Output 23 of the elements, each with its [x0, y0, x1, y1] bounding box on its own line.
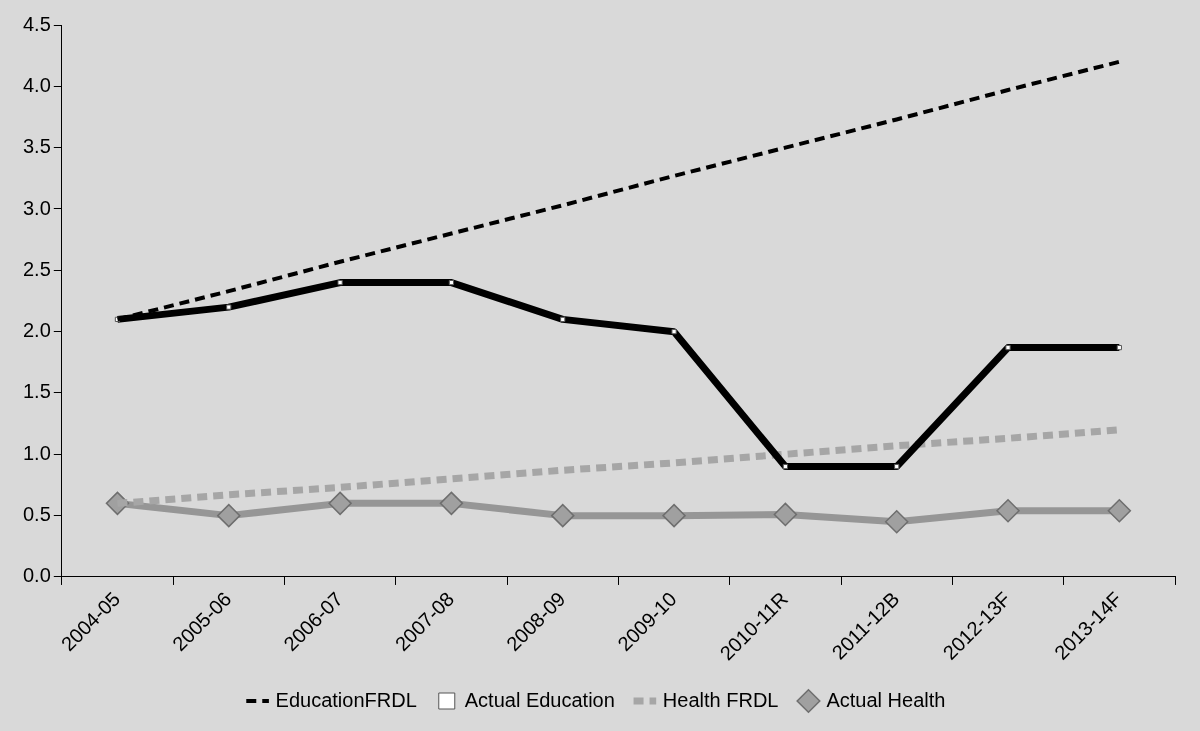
- legend-label: EducationFRDL: [275, 688, 417, 711]
- point: [884, 510, 909, 534]
- point: [773, 502, 798, 527]
- legend-label: Actual Education: [464, 688, 615, 711]
- y-tick-label: 2.5: [22, 257, 51, 280]
- y-tick-label: 0.5: [22, 503, 51, 526]
- y-tick-label: 0.0: [22, 564, 51, 587]
- point: [662, 503, 686, 528]
- y-tick-label: 1.0: [22, 441, 51, 464]
- legend-label: Health FRDL: [662, 688, 779, 711]
- point: [439, 491, 464, 516]
- point: [550, 503, 575, 528]
- point: [996, 498, 1020, 523]
- point: [328, 491, 352, 516]
- y-tick-label: 2.0: [22, 319, 51, 342]
- point: [217, 503, 241, 528]
- y-tick-label: 3.5: [22, 135, 51, 158]
- y-tick-label: 3.0: [22, 196, 51, 219]
- y-tick-label: 4.5: [22, 12, 51, 35]
- y-tick-label: 1.5: [22, 380, 51, 403]
- legend-label: Actual Health: [826, 688, 946, 711]
- point: [1107, 498, 1132, 523]
- y-tick-label: 4.0: [22, 73, 51, 96]
